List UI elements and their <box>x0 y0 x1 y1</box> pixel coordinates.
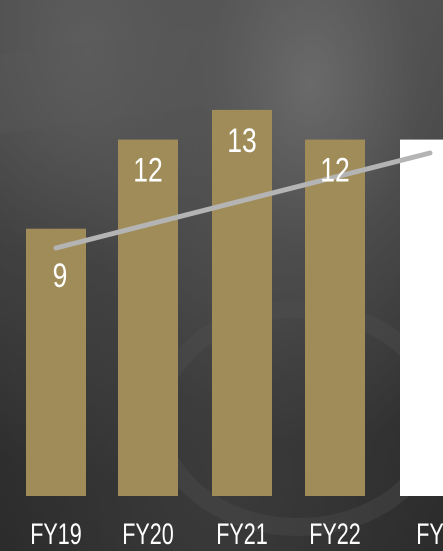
category-labels-group: FY19 FY20 FY21 FY22 FY2 <box>30 516 443 550</box>
bars-group <box>26 109 443 497</box>
bar-fy22 <box>305 139 365 496</box>
bar-fy20 <box>118 139 178 496</box>
category-label-fy19: FY19 <box>30 516 82 550</box>
value-labels-group: 9 12 13 12 12 <box>53 122 443 295</box>
bar-fy2 <box>400 139 443 496</box>
bar-fy19 <box>26 228 86 496</box>
trend-line-group <box>53 150 433 251</box>
value-label-fy19: 9 <box>53 257 68 295</box>
category-label-fy21: FY21 <box>216 516 268 550</box>
value-label-fy2: 12 <box>417 165 443 203</box>
value-label-fy20: 12 <box>133 151 163 189</box>
value-label-fy22: 12 <box>320 151 350 189</box>
bar-fy21 <box>212 109 272 497</box>
category-label-fy22: FY22 <box>309 516 361 550</box>
trend-line <box>53 150 433 251</box>
category-label-fy20: FY20 <box>122 516 174 550</box>
value-label-fy21: 13 <box>227 122 257 160</box>
category-label-fy2: FY2 <box>416 516 443 550</box>
